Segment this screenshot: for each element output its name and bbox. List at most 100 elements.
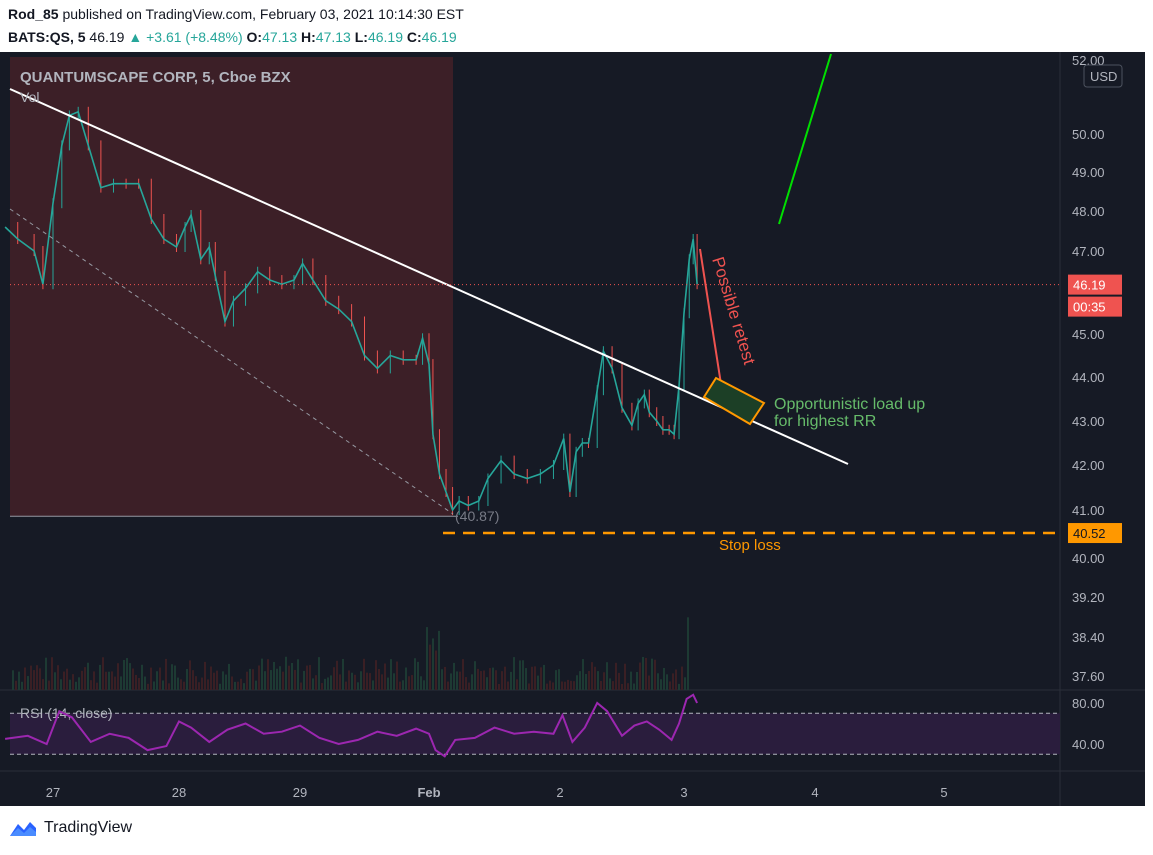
chart-title: QUANTUMSCAPE CORP, 5, Cboe BZX [20, 69, 291, 86]
volume-bar [432, 638, 434, 690]
volume-bar [249, 668, 251, 690]
volume-bar [468, 682, 470, 690]
load-up-label-1: Opportunistic load up [774, 396, 925, 413]
volume-bar [165, 658, 167, 690]
volume-bar [324, 678, 326, 690]
volume-bar [471, 674, 473, 690]
time-tick-label: 29 [293, 785, 307, 800]
volume-bar [537, 675, 539, 690]
volume-bar [369, 673, 371, 690]
downtrend-line [9, 88, 849, 465]
volume-bar [426, 627, 428, 690]
volume-bar [192, 670, 194, 690]
retest-arrow [699, 248, 724, 398]
time-tick-label: 27 [46, 785, 60, 800]
volume-bar [585, 673, 587, 690]
volume-bar [663, 667, 665, 690]
volume-bar [51, 657, 53, 690]
time-tick-label: 4 [811, 785, 818, 800]
chart-area[interactable]: Stop loss Possible retest Opportunistic lo… [0, 52, 1145, 806]
volume-bar [255, 680, 257, 690]
rsi-label: RSI (14, close) [20, 705, 113, 721]
volume-bar [474, 661, 476, 690]
close-label: C: [406, 29, 422, 45]
volume-bar [483, 670, 485, 690]
volume-bar [153, 681, 155, 690]
volume-bar [558, 669, 560, 690]
volume-bar [84, 667, 86, 690]
last-price-tag [1068, 274, 1122, 295]
volume-bar [168, 683, 170, 690]
volume-bar [402, 680, 404, 690]
volume-bar [600, 681, 602, 690]
volume-bar [330, 675, 332, 690]
volume-bar [171, 664, 173, 690]
volume-bar [93, 671, 95, 690]
volume-bar [360, 671, 362, 690]
volume-bar [162, 680, 164, 690]
price-tick-label: 39.20 [1072, 590, 1105, 605]
price-tick-label: 41.00 [1072, 503, 1105, 518]
volume-bar [228, 663, 230, 690]
publish-header: Rod_85 published on TradingView.com, Feb… [8, 6, 464, 22]
volume-bar [453, 662, 455, 690]
volume-bar [615, 662, 617, 690]
volume-bar [279, 666, 281, 690]
volume-bar [66, 668, 68, 690]
volume-bar [438, 630, 440, 690]
volume-bar [54, 672, 56, 690]
time-tick-label: Feb [417, 785, 440, 800]
volume-bar [462, 659, 464, 690]
last-price: 46.19 [89, 29, 125, 45]
open-label: O: [246, 29, 263, 45]
volume-bar [378, 668, 380, 690]
volume-bar [288, 665, 290, 690]
volume-bar [657, 673, 659, 690]
price-tick-label: 38.40 [1072, 630, 1105, 645]
volume-bar [684, 677, 686, 690]
volume-bar [270, 670, 272, 690]
volume-bar [129, 663, 131, 690]
publisher-name[interactable]: Rod_85 [8, 6, 59, 22]
volume-bar [111, 671, 113, 690]
volume-bar [651, 658, 653, 690]
volume-bar [351, 672, 353, 690]
volume-bar [33, 670, 35, 690]
volume-bar [465, 677, 467, 690]
volume-bar [540, 667, 542, 690]
price-tick-label: 48.00 [1072, 204, 1105, 219]
symbol-header: BATS:QS, 5 46.19 ▲ +3.61 (+8.48%) O:47.1… [8, 29, 457, 45]
volume-bar [144, 676, 146, 690]
volume-bar [552, 682, 554, 690]
volume-bar [210, 666, 212, 690]
volume-bar [399, 681, 401, 690]
volume-bar [141, 664, 143, 690]
volume-bar [627, 683, 629, 690]
target-arrow-line [778, 53, 832, 225]
volume-bar [108, 671, 110, 690]
volume-bar [609, 678, 611, 690]
volume-bar [174, 665, 176, 690]
price-tick-label: 52.00 [1072, 53, 1105, 68]
volume-bar [561, 681, 563, 690]
countdown-tag-label: 00:35 [1073, 300, 1106, 315]
volume-bar [315, 675, 317, 690]
time-tick-label: 3 [680, 785, 687, 800]
volume-bar [636, 671, 638, 690]
volume-bar [624, 663, 626, 690]
volume-bar [420, 676, 422, 690]
volume-bar [120, 676, 122, 690]
symbol-name[interactable]: BATS:QS, 5 [8, 29, 86, 45]
volume-bar [543, 664, 545, 690]
volume-bar [342, 658, 344, 690]
volume-bar [183, 681, 185, 690]
volume-bar [486, 677, 488, 690]
parallel-channel-line [9, 208, 454, 515]
volume-bar [231, 676, 233, 690]
volume-bar [687, 617, 689, 690]
volume-bar [273, 661, 275, 690]
volume-bar [579, 671, 581, 690]
volume-bar [87, 662, 89, 690]
volume-bar [132, 668, 134, 690]
